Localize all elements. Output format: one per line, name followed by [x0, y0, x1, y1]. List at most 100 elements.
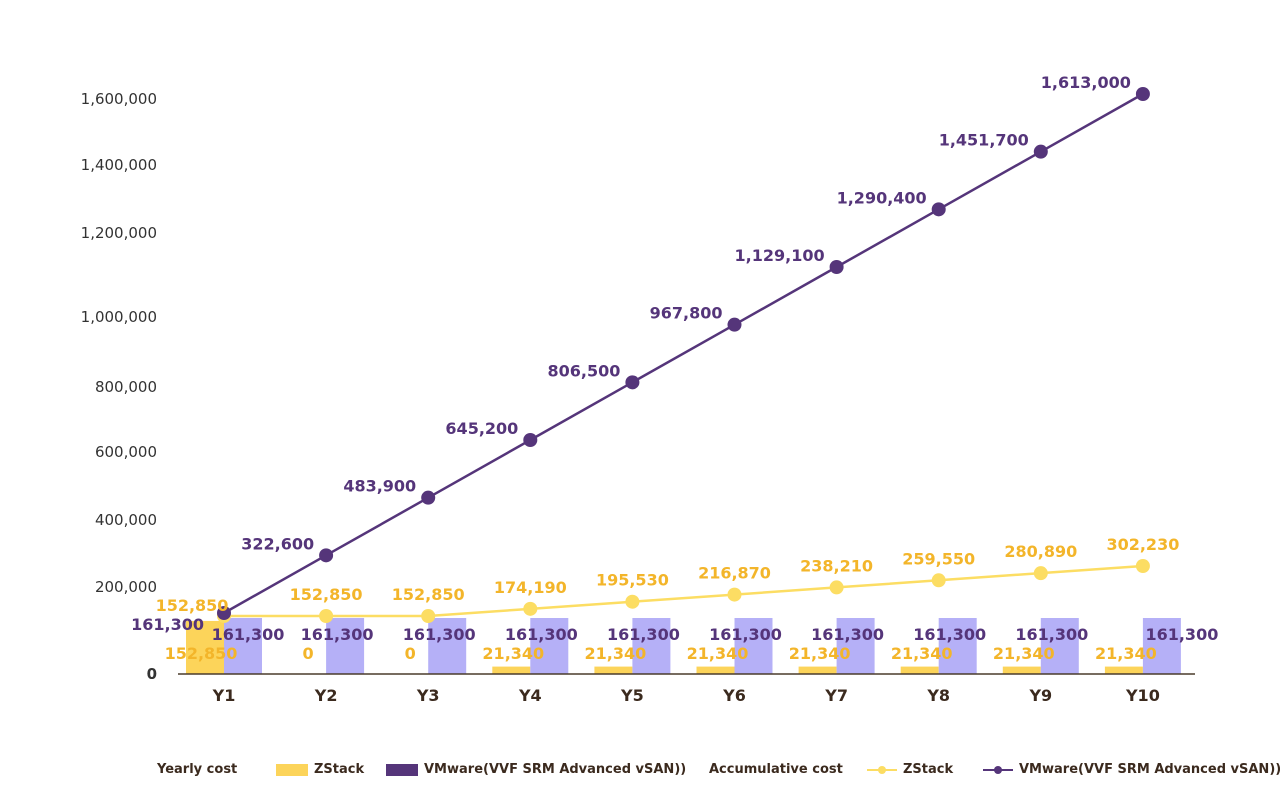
x-tick-label: Y6	[722, 686, 746, 705]
bar-vmware-yearly	[530, 618, 569, 674]
data-label-vmware-yearly: 161,300	[811, 625, 884, 644]
y-tick-label: 0	[147, 665, 157, 683]
point-zstack-accumulative	[931, 573, 946, 588]
data-label-zstack-accumulative: 174,190	[494, 578, 567, 597]
data-labels: 161,300 322,600 483,900 645,200 806,500 967,8…	[131, 73, 1218, 663]
data-label-vmware-accumulative: 1,451,700	[939, 131, 1029, 150]
data-label-vmware-accumulative: 1,290,400	[837, 188, 927, 207]
data-label-vmware-yearly: 161,300	[505, 625, 578, 644]
x-tick-label: Y1	[212, 686, 236, 705]
legend-group-yearly-label: Yearly cost	[157, 762, 238, 777]
x-tick-label: Y2	[314, 686, 338, 705]
point-zstack-accumulative	[727, 587, 742, 602]
x-tick-label: Y5	[620, 686, 644, 705]
legend-label-accum-vmware: VMware(VVF SRM Advanced vSAN))	[1019, 762, 1280, 777]
x-axis: Y1 Y2 Y3 Y4 Y5 Y6 Y7 Y8 Y9 Y10	[212, 686, 1160, 705]
bar-vmware-yearly	[734, 618, 773, 674]
bar-zstack-yearly	[594, 666, 633, 674]
data-label-zstack-yearly: 21,340	[687, 644, 749, 663]
bar-vmware-yearly	[836, 618, 875, 674]
x-tick-label: Y7	[824, 686, 848, 705]
data-label-vmware-accumulative: 645,200	[445, 419, 518, 438]
point-vmware-accumulative	[523, 433, 538, 447]
legend-item-accum-vmware: VMware(VVF SRM Advanced vSAN))	[983, 762, 1280, 777]
bar-zstack-yearly	[1002, 666, 1041, 674]
point-vmware-accumulative	[931, 202, 946, 217]
legend: Yearly cost ZStack VMware(VVF SRM Advanc…	[0, 756, 1280, 786]
legend-swatch-bar-zstack	[276, 763, 308, 776]
data-label-zstack-accumulative: 152,850	[290, 585, 363, 604]
yearly-cost-bars	[186, 618, 1181, 674]
legend-swatch-line-vmware	[983, 764, 1013, 776]
legend-item-yearly-zstack: ZStack	[276, 762, 364, 777]
y-tick-label: 1,000,000	[81, 308, 157, 326]
data-label-zstack-accumulative: 280,890	[1004, 542, 1077, 561]
line-zstack-accumulative	[224, 564, 1143, 618]
point-zstack-accumulative	[523, 601, 538, 616]
data-label-vmware-accumulative: 1,129,100	[735, 246, 825, 265]
x-tick-label: Y4	[518, 686, 542, 705]
data-label-vmware-accumulative: 322,600	[241, 534, 314, 553]
bar-vmware-yearly	[938, 618, 977, 674]
x-tick-label: Y3	[416, 686, 440, 705]
bar-zstack-yearly	[696, 666, 735, 674]
point-vmware-accumulative	[319, 548, 334, 563]
legend-group-accumulative: Accumulative cost	[709, 762, 843, 777]
point-zstack-accumulative	[829, 580, 844, 595]
data-label-vmware-yearly: 161,300	[212, 625, 285, 644]
data-label-vmware-yearly: 161,300	[607, 625, 680, 644]
data-label-vmware-accumulative: 967,800	[650, 304, 723, 323]
data-label-vmware-yearly: 161,300	[709, 625, 782, 644]
point-vmware-accumulative	[217, 606, 231, 620]
legend-item-accum-zstack: ZStack	[867, 762, 953, 777]
y-tick-label: 1,400,000	[81, 156, 157, 174]
point-zstack-accumulative	[319, 609, 334, 623]
point-vmware-accumulative	[1135, 87, 1150, 101]
data-label-vmware-accumulative: 483,900	[343, 477, 416, 496]
data-label-vmware-yearly: 161,300	[913, 625, 986, 644]
bar-zstack-yearly	[186, 620, 224, 674]
point-zstack-accumulative	[421, 609, 436, 623]
bar-zstack-yearly	[492, 666, 531, 674]
x-tick-label: Y10	[1125, 686, 1160, 705]
y-tick-label: 1,200,000	[81, 224, 157, 242]
data-label-vmware-yearly: 161,300	[1015, 625, 1088, 644]
legend-item-yearly-vmware: VMware(VVF SRM Advanced vSAN))	[386, 762, 686, 777]
data-label-zstack-yearly: 0	[303, 644, 314, 663]
y-axis: 0 200,000 400,000 600,000 800,000 1,000,000 1,…	[81, 90, 157, 683]
legend-label-yearly-vmware: VMware(VVF SRM Advanced vSAN))	[424, 762, 687, 777]
y-tick-label: 200,000	[95, 578, 157, 596]
point-vmware-accumulative	[625, 375, 640, 390]
data-label-vmware-yearly: 161,300	[301, 625, 374, 644]
bar-vmware-yearly	[1142, 618, 1181, 674]
accumulative-cost-lines	[217, 87, 1150, 623]
y-tick-label: 800,000	[95, 378, 157, 396]
data-label-zstack-accumulative: 216,870	[698, 564, 771, 583]
data-label-zstack-yearly: 21,340	[993, 644, 1055, 663]
bar-vmware-yearly	[632, 618, 671, 674]
data-label-zstack-yearly: 21,340	[1095, 644, 1157, 663]
point-vmware-accumulative	[1033, 144, 1048, 159]
y-tick-label: 1,600,000	[81, 90, 157, 108]
data-label-zstack-yearly: 152,850	[165, 644, 238, 663]
x-tick-label: Y8	[926, 686, 950, 705]
line-vmware-accumulative	[223, 92, 1144, 615]
x-tick-label: Y9	[1028, 686, 1052, 705]
legend-swatch-line-zstack	[867, 764, 897, 776]
data-label-zstack-accumulative: 152,850	[156, 596, 229, 615]
data-label-zstack-accumulative: 302,230	[1106, 535, 1179, 554]
data-label-vmware-accumulative: 806,500	[548, 361, 621, 380]
bar-zstack-yearly	[900, 666, 939, 674]
data-label-zstack-accumulative: 152,850	[392, 585, 465, 604]
point-zstack-accumulative	[625, 594, 640, 609]
data-label-vmware-yearly: 161,300	[403, 625, 476, 644]
legend-group-yearly: Yearly cost	[157, 762, 237, 777]
y-tick-label: 400,000	[95, 511, 157, 529]
legend-swatch-bar-vmware	[386, 763, 418, 776]
bar-zstack-yearly	[798, 666, 837, 674]
data-label-vmware-accumulative: 1,613,000	[1041, 73, 1131, 92]
bar-vmware-yearly	[326, 618, 365, 674]
legend-group-accumulative-label: Accumulative cost	[709, 762, 843, 777]
data-label-zstack-yearly: 21,340	[585, 644, 647, 663]
point-zstack-accumulative	[1135, 559, 1150, 573]
